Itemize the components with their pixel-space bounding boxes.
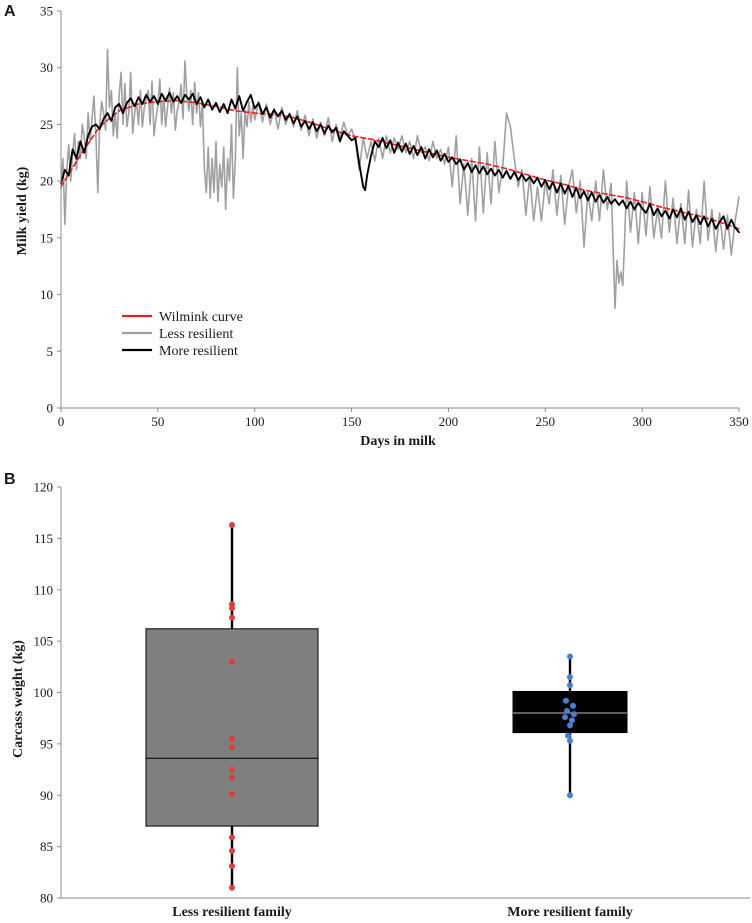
panel-b-ticks: 80 85 90 95 100 105 110 115 120 — [34, 480, 61, 906]
panel-b-y-tick-label: 115 — [34, 531, 53, 546]
panel-a-x-tick-label: 250 — [536, 414, 556, 429]
panel-a-x-tick-label: 300 — [632, 414, 652, 429]
data-point-less-resilient — [229, 847, 235, 854]
panel-b-y-tick-label: 95 — [40, 736, 53, 751]
data-point-less-resilient — [229, 743, 235, 750]
panel-a-x-tick-label: 50 — [151, 414, 164, 429]
data-point-less-resilient — [229, 863, 235, 870]
data-point-more-resilient — [563, 697, 569, 704]
panel-a-y-tick-label: 35 — [40, 4, 53, 19]
legend-item-wilmink: Wilmink curve — [122, 310, 243, 325]
box-more-resilient — [512, 653, 628, 799]
data-point-less-resilient — [229, 614, 235, 621]
data-point-more-resilient — [567, 653, 573, 660]
panel-b-y-axis-title: Carcass weight (kg) — [11, 640, 26, 758]
data-point-more-resilient — [569, 717, 575, 724]
panel-b: B Carcass weight (kg) 80 85 90 95 100 105 110 1… — [4, 471, 750, 920]
data-point-less-resilient — [229, 766, 235, 773]
panel-a-y-tick-label: 15 — [40, 230, 53, 245]
panel-a-x-tick-label: 200 — [439, 414, 459, 429]
legend-item-less-resilient: Less resilient — [122, 327, 233, 342]
data-point-more-resilient — [567, 737, 573, 744]
data-point-more-resilient — [567, 792, 573, 799]
panel-b-label: B — [4, 471, 16, 488]
data-point-less-resilient — [229, 601, 235, 608]
data-point-less-resilient — [229, 791, 235, 798]
panel-a-x-tick-label: 0 — [58, 414, 65, 429]
series-less-resilient — [60, 48, 740, 310]
panel-a-y-tick-label: 0 — [47, 401, 54, 416]
data-point-more-resilient — [567, 682, 573, 689]
panel-a-x-tick-label: 150 — [342, 414, 362, 429]
data-point-more-resilient — [567, 722, 573, 729]
panel-b-y-tick-label: 120 — [34, 480, 54, 495]
panel-a-y-tick-label: 25 — [40, 117, 53, 132]
data-point-less-resilient — [229, 735, 235, 742]
panel-b-y-tick-label: 90 — [40, 788, 53, 803]
panel-a-y-axis-title: Milk yield (kg) — [15, 166, 30, 255]
panel-a-x-tick-label: 100 — [245, 414, 265, 429]
legend-label-less-resilient: Less resilient — [159, 327, 233, 342]
panel-b-y-tick-label: 110 — [34, 582, 53, 597]
panel-a: A Milk yield (kg) Days in milk 0 5 10 15 20 2… — [4, 3, 749, 449]
panel-a-series — [60, 48, 740, 310]
data-point-more-resilient — [567, 674, 573, 681]
panel-b-category-label-more: More resilient family — [507, 905, 632, 920]
panel-a-x-axis-title: Days in milk — [360, 434, 436, 449]
panel-a-y-tick-label: 20 — [40, 174, 53, 189]
panel-a-y-tick-label: 30 — [40, 60, 53, 75]
series-more-resilient — [60, 91, 740, 234]
panel-b-y-tick-label: 105 — [34, 634, 54, 649]
panel-a-label: A — [4, 3, 16, 20]
data-point-more-resilient — [564, 707, 570, 714]
panel-a-legend: Wilmink curve Less resilient More resili… — [122, 310, 243, 359]
data-point-more-resilient — [570, 702, 576, 709]
panel-a-y-tick-label: 10 — [40, 287, 53, 302]
panel-b-category-label-less: Less resilient family — [172, 905, 292, 920]
panel-b-y-tick-label: 80 — [40, 891, 53, 906]
box-less-resilient — [145, 522, 319, 891]
panel-b-y-tick-label: 100 — [34, 685, 54, 700]
panel-a-x-tick-label: 350 — [729, 414, 749, 429]
panel-b-boxes — [145, 522, 628, 891]
data-point-less-resilient — [229, 774, 235, 781]
data-point-less-resilient — [229, 522, 235, 529]
panel-b-y-tick-label: 85 — [40, 839, 53, 854]
legend-label-wilmink: Wilmink curve — [159, 310, 243, 325]
data-point-more-resilient — [565, 732, 571, 739]
data-point-more-resilient — [562, 714, 568, 721]
legend-item-more-resilient: More resilient — [122, 344, 238, 359]
data-point-less-resilient — [229, 658, 235, 665]
data-point-less-resilient — [229, 884, 235, 891]
data-point-less-resilient — [229, 605, 235, 612]
data-point-more-resilient — [571, 711, 577, 718]
data-point-less-resilient — [229, 834, 235, 841]
panel-a-y-tick-label: 5 — [47, 344, 54, 359]
legend-label-more-resilient: More resilient — [159, 344, 238, 359]
